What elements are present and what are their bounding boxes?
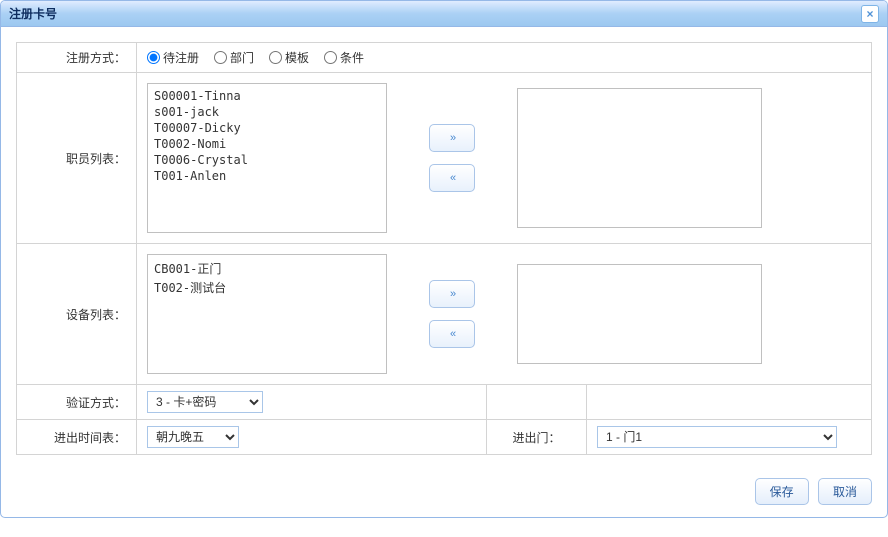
list-item[interactable]: T0006-Crystal: [152, 152, 382, 168]
radio-condition-label: 条件: [340, 49, 364, 66]
device-list-label: 设备列表：: [17, 244, 137, 385]
device-transfer-buttons: » «: [402, 280, 502, 348]
employee-source-listbox[interactable]: S00001-Tinna s001-jack T00007-Dicky T000…: [147, 83, 387, 233]
radio-dept-input[interactable]: [214, 51, 227, 64]
list-item[interactable]: S00001-Tinna: [152, 88, 382, 104]
schedule-cell: 朝九晚五: [137, 420, 487, 455]
register-mode-row: 注册方式： 待注册 部门 模板: [17, 43, 872, 73]
device-target-listbox[interactable]: [517, 264, 762, 364]
verify-method-cell: 3 - 卡+密码: [137, 385, 487, 420]
radio-condition[interactable]: 条件: [324, 49, 364, 66]
door-label: 进出门：: [487, 420, 587, 455]
list-item[interactable]: CB001-正门: [152, 259, 382, 278]
radio-template-label: 模板: [285, 49, 309, 66]
verify-method-label: 验证方式：: [17, 385, 137, 420]
employee-list-container: S00001-Tinna s001-jack T00007-Dicky T000…: [147, 83, 861, 233]
cancel-button[interactable]: 取消: [818, 478, 872, 505]
employee-remove-button[interactable]: «: [429, 164, 475, 192]
register-card-dialog: 注册卡号 × 注册方式： 待注册 部门: [0, 0, 888, 518]
radio-template-input[interactable]: [269, 51, 282, 64]
radio-template[interactable]: 模板: [269, 49, 309, 66]
register-mode-radio-group: 待注册 部门 模板 条件: [147, 49, 861, 66]
register-mode-cell: 待注册 部门 模板 条件: [137, 43, 872, 73]
employee-list-label: 职员列表：: [17, 73, 137, 244]
empty-cell: [487, 385, 587, 420]
list-item[interactable]: T002-测试台: [152, 278, 382, 297]
schedule-select[interactable]: 朝九晚五: [147, 426, 239, 448]
radio-dept-label: 部门: [230, 49, 254, 66]
device-list-container: CB001-正门 T002-测试台 » «: [147, 254, 861, 374]
radio-dept[interactable]: 部门: [214, 49, 254, 66]
radio-pending[interactable]: 待注册: [147, 49, 199, 66]
device-remove-button[interactable]: «: [429, 320, 475, 348]
list-item[interactable]: T0002-Nomi: [152, 136, 382, 152]
employee-transfer-buttons: » «: [402, 124, 502, 192]
empty-cell: [587, 385, 872, 420]
radio-condition-input[interactable]: [324, 51, 337, 64]
dialog-footer: 保存 取消: [1, 470, 887, 517]
employee-add-button[interactable]: »: [429, 124, 475, 152]
list-item[interactable]: s001-jack: [152, 104, 382, 120]
door-cell: 1 - 门1: [587, 420, 872, 455]
device-list-row: 设备列表： CB001-正门 T002-测试台 » «: [17, 244, 872, 385]
list-item[interactable]: T001-Anlen: [152, 168, 382, 184]
device-add-button[interactable]: »: [429, 280, 475, 308]
device-source-listbox[interactable]: CB001-正门 T002-测试台: [147, 254, 387, 374]
employee-target-listbox[interactable]: [517, 88, 762, 228]
list-item[interactable]: T00007-Dicky: [152, 120, 382, 136]
schedule-door-row: 进出时间表： 朝九晚五 进出门： 1 - 门1: [17, 420, 872, 455]
employee-list-row: 职员列表： S00001-Tinna s001-jack T00007-Dick…: [17, 73, 872, 244]
door-select[interactable]: 1 - 门1: [597, 426, 837, 448]
device-list-cell: CB001-正门 T002-测试台 » «: [137, 244, 872, 385]
save-button[interactable]: 保存: [755, 478, 809, 505]
radio-pending-input[interactable]: [147, 51, 160, 64]
radio-pending-label: 待注册: [163, 49, 199, 66]
dialog-titlebar[interactable]: 注册卡号 ×: [1, 1, 887, 27]
dialog-body: 注册方式： 待注册 部门 模板: [1, 27, 887, 470]
verify-method-row: 验证方式： 3 - 卡+密码: [17, 385, 872, 420]
schedule-label: 进出时间表：: [17, 420, 137, 455]
employee-list-cell: S00001-Tinna s001-jack T00007-Dicky T000…: [137, 73, 872, 244]
form-table: 注册方式： 待注册 部门 模板: [16, 42, 872, 455]
dialog-title: 注册卡号: [9, 1, 57, 27]
close-icon[interactable]: ×: [861, 5, 879, 23]
register-mode-label: 注册方式：: [17, 43, 137, 73]
verify-method-select[interactable]: 3 - 卡+密码: [147, 391, 263, 413]
